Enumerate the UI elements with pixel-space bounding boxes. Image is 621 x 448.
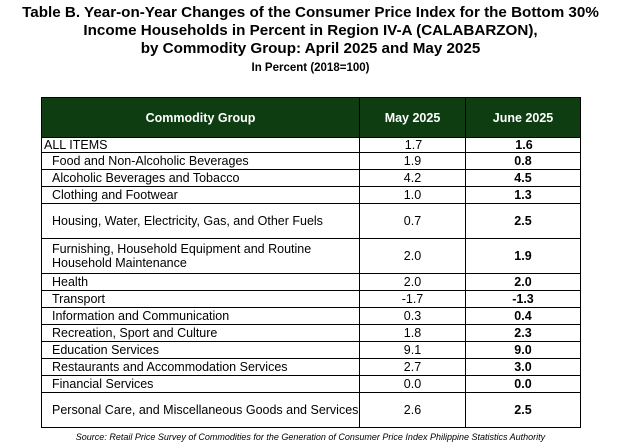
may-2025-cell: 2.6 bbox=[359, 392, 466, 428]
table-row: Recreation, Sport and Culture 1.8 2.3 bbox=[41, 324, 581, 342]
commodity-group-cell: Health bbox=[41, 273, 360, 291]
commodity-group-cell: Information and Communication bbox=[41, 307, 360, 325]
may-2025-cell: 1.7 bbox=[359, 137, 466, 153]
table-title: Table B. Year-on-Year Changes of the Con… bbox=[0, 4, 621, 58]
header-june-2025: June 2025 bbox=[465, 97, 581, 138]
commodity-group-cell: Clothing and Footwear bbox=[41, 186, 360, 204]
header-row: Commodity Group May 2025 June 2025 bbox=[41, 97, 581, 138]
table-row: Transport -1.7 -1.3 bbox=[41, 290, 581, 308]
june-2025-cell: 2.0 bbox=[465, 273, 581, 291]
commodity-group-cell: Furnishing, Household Equipment and Rout… bbox=[41, 238, 360, 274]
may-2025-cell: 4.2 bbox=[359, 169, 466, 187]
commodity-group-cell: ALL ITEMS bbox=[41, 137, 360, 153]
may-2025-cell: 2.0 bbox=[359, 238, 466, 274]
table-row: Education Services 9.1 9.0 bbox=[41, 341, 581, 359]
header-may-2025: May 2025 bbox=[359, 97, 466, 138]
commodity-group-cell: Alcoholic Beverages and Tobacco bbox=[41, 169, 360, 187]
may-2025-cell: 1.0 bbox=[359, 186, 466, 204]
table-row: ALL ITEMS 1.7 1.6 bbox=[41, 137, 581, 153]
june-2025-cell: 1.6 bbox=[465, 137, 581, 153]
june-2025-cell: -1.3 bbox=[465, 290, 581, 308]
june-2025-cell: 9.0 bbox=[465, 341, 581, 359]
commodity-group-cell: Restaurants and Accommodation Services bbox=[41, 358, 360, 376]
june-2025-cell: 0.0 bbox=[465, 375, 581, 393]
june-2025-cell: 2.5 bbox=[465, 392, 581, 428]
commodity-group-cell: Financial Services bbox=[41, 375, 360, 393]
june-2025-cell: 4.5 bbox=[465, 169, 581, 187]
may-2025-cell: 9.1 bbox=[359, 341, 466, 359]
commodity-group-cell: Housing, Water, Electricity, Gas, and Ot… bbox=[41, 203, 360, 239]
may-2025-cell: 0.0 bbox=[359, 375, 466, 393]
table-subtitle: In Percent (2018=100) bbox=[251, 62, 370, 74]
table-row: Alcoholic Beverages and Tobacco 4.2 4.5 bbox=[41, 169, 581, 187]
title-line-2: Income Households in Percent in Region I… bbox=[83, 22, 538, 39]
commodity-group-cell: Food and Non-Alcoholic Beverages bbox=[41, 152, 360, 170]
table-row: Furnishing, Household Equipment and Rout… bbox=[41, 238, 581, 274]
commodity-group-cell: Transport bbox=[41, 290, 360, 308]
june-2025-cell: 0.8 bbox=[465, 152, 581, 170]
commodity-group-cell: Recreation, Sport and Culture bbox=[41, 324, 360, 342]
june-2025-cell: 1.3 bbox=[465, 186, 581, 204]
june-2025-cell: 0.4 bbox=[465, 307, 581, 325]
commodity-group-cell: Personal Care, and Miscellaneous Goods a… bbox=[41, 392, 360, 428]
title-line-3: by Commodity Group: April 2025 and May 2… bbox=[140, 40, 481, 57]
may-2025-cell: 1.9 bbox=[359, 152, 466, 170]
june-2025-cell: 1.9 bbox=[465, 238, 581, 274]
table-row: Personal Care, and Miscellaneous Goods a… bbox=[41, 392, 581, 428]
table-row: Health 2.0 2.0 bbox=[41, 273, 581, 291]
may-2025-cell: 2.0 bbox=[359, 273, 466, 291]
table-row: Financial Services 0.0 0.0 bbox=[41, 375, 581, 393]
may-2025-cell: -1.7 bbox=[359, 290, 466, 308]
title-line-1: Table B. Year-on-Year Changes of the Con… bbox=[22, 4, 599, 21]
may-2025-cell: 2.7 bbox=[359, 358, 466, 376]
table-row: Clothing and Footwear 1.0 1.3 bbox=[41, 186, 581, 204]
may-2025-cell: 0.3 bbox=[359, 307, 466, 325]
table-row: Restaurants and Accommodation Services 2.… bbox=[41, 358, 581, 376]
may-2025-cell: 1.8 bbox=[359, 324, 466, 342]
table-row: Information and Communication 0.3 0.4 bbox=[41, 307, 581, 325]
source-note: Source: Retail Price Survey of Commoditi… bbox=[75, 432, 546, 442]
june-2025-cell: 2.5 bbox=[465, 203, 581, 239]
table-row: Food and Non-Alcoholic Beverages 1.9 0.8 bbox=[41, 152, 581, 170]
june-2025-cell: 3.0 bbox=[465, 358, 581, 376]
cpi-table: Commodity Group May 2025 June 2025 ALL I… bbox=[41, 97, 581, 428]
may-2025-cell: 0.7 bbox=[359, 203, 466, 239]
table-row: Housing, Water, Electricity, Gas, and Ot… bbox=[41, 203, 581, 239]
header-commodity-group: Commodity Group bbox=[41, 97, 360, 138]
commodity-group-cell: Education Services bbox=[41, 341, 360, 359]
june-2025-cell: 2.3 bbox=[465, 324, 581, 342]
